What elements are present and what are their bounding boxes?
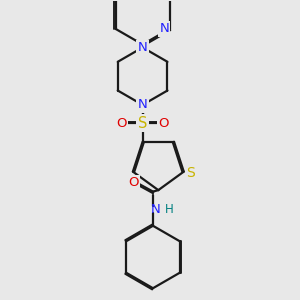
Text: N: N	[138, 41, 148, 54]
Text: N: N	[138, 98, 148, 111]
Text: O: O	[128, 176, 139, 189]
Text: H: H	[165, 203, 174, 216]
Text: N: N	[151, 203, 160, 216]
Text: S: S	[138, 116, 147, 131]
Text: N: N	[159, 22, 169, 35]
Text: O: O	[159, 117, 169, 130]
Text: S: S	[186, 166, 195, 180]
Text: O: O	[116, 117, 126, 130]
Text: N: N	[138, 98, 148, 111]
